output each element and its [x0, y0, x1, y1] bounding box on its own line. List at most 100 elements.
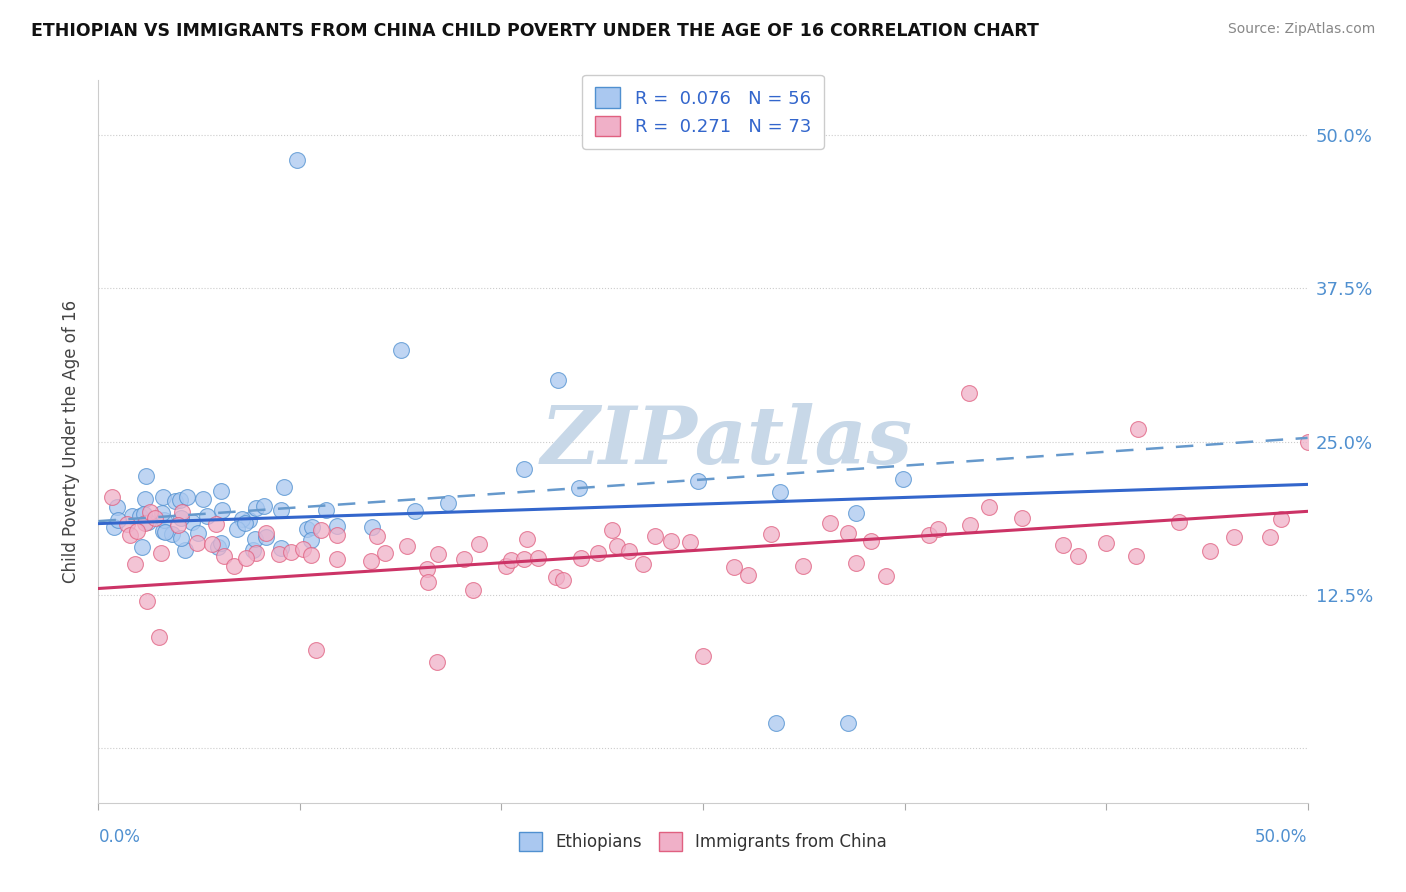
- Point: [134, 516, 156, 531]
- Point: [818, 516, 841, 531]
- Point: [374, 546, 396, 560]
- Point: [209, 483, 232, 498]
- Point: [301, 520, 323, 534]
- Point: [416, 562, 439, 576]
- Point: [551, 573, 574, 587]
- Point: [586, 546, 609, 560]
- Point: [499, 553, 522, 567]
- Point: [659, 534, 682, 549]
- Point: [396, 540, 419, 554]
- Point: [181, 515, 204, 529]
- Point: [759, 527, 782, 541]
- Point: [1128, 422, 1150, 436]
- Point: [191, 491, 214, 506]
- Point: [295, 522, 318, 536]
- Point: [516, 533, 538, 547]
- Point: [1167, 515, 1189, 529]
- Point: [1011, 511, 1033, 525]
- Point: [107, 513, 129, 527]
- Text: 0.0%: 0.0%: [98, 828, 141, 846]
- Point: [120, 528, 142, 542]
- Point: [461, 582, 484, 597]
- Text: ZIPatlas: ZIPatlas: [541, 403, 914, 480]
- Point: [131, 541, 153, 555]
- Point: [201, 537, 224, 551]
- Point: [152, 490, 174, 504]
- Point: [150, 506, 173, 520]
- Point: [117, 517, 139, 532]
- Point: [1270, 512, 1292, 526]
- Point: [737, 567, 759, 582]
- Point: [979, 500, 1001, 514]
- Point: [253, 499, 276, 513]
- Point: [187, 526, 209, 541]
- Point: [222, 558, 245, 573]
- Point: [453, 552, 475, 566]
- Point: [127, 524, 149, 538]
- Point: [404, 504, 426, 518]
- Point: [245, 500, 267, 515]
- Point: [769, 484, 792, 499]
- Point: [845, 556, 868, 570]
- Point: [245, 546, 267, 560]
- Point: [121, 509, 143, 524]
- Point: [326, 552, 349, 566]
- Point: [918, 528, 941, 542]
- Point: [1067, 549, 1090, 563]
- Point: [688, 474, 710, 488]
- Point: [132, 507, 155, 521]
- Text: 50.0%: 50.0%: [1256, 828, 1308, 846]
- Point: [105, 500, 128, 515]
- Point: [1258, 530, 1281, 544]
- Point: [242, 543, 264, 558]
- Point: [426, 655, 449, 669]
- Point: [169, 493, 191, 508]
- Point: [765, 716, 787, 731]
- Point: [644, 528, 666, 542]
- Point: [389, 343, 412, 357]
- Point: [547, 373, 569, 387]
- Point: [136, 516, 159, 530]
- Point: [326, 527, 349, 541]
- Point: [231, 512, 253, 526]
- Point: [143, 511, 166, 525]
- Point: [195, 508, 218, 523]
- Point: [134, 492, 156, 507]
- Point: [546, 570, 568, 584]
- Point: [366, 529, 388, 543]
- Point: [527, 550, 550, 565]
- Point: [124, 557, 146, 571]
- Point: [209, 535, 232, 549]
- Point: [1199, 543, 1222, 558]
- Point: [176, 491, 198, 505]
- Point: [299, 548, 322, 562]
- Point: [170, 531, 193, 545]
- Point: [135, 593, 157, 607]
- Point: [233, 516, 256, 531]
- Point: [153, 513, 176, 527]
- Point: [149, 546, 172, 560]
- Point: [101, 491, 124, 505]
- Point: [426, 547, 449, 561]
- Point: [845, 506, 868, 520]
- Point: [135, 469, 157, 483]
- Point: [273, 480, 295, 494]
- Point: [1223, 530, 1246, 544]
- Point: [162, 527, 184, 541]
- Point: [1296, 434, 1319, 449]
- Point: [309, 523, 332, 537]
- Point: [606, 539, 628, 553]
- Point: [467, 536, 489, 550]
- Point: [792, 558, 814, 573]
- Point: [103, 520, 125, 534]
- Point: [568, 481, 591, 495]
- Point: [153, 524, 176, 539]
- Point: [285, 153, 308, 167]
- Point: [173, 542, 195, 557]
- Point: [269, 547, 291, 561]
- Point: [619, 543, 641, 558]
- Point: [631, 558, 654, 572]
- Text: ETHIOPIAN VS IMMIGRANTS FROM CHINA CHILD POVERTY UNDER THE AGE OF 16 CORRELATION: ETHIOPIAN VS IMMIGRANTS FROM CHINA CHILD…: [31, 22, 1039, 40]
- Point: [512, 552, 534, 566]
- Point: [837, 526, 859, 541]
